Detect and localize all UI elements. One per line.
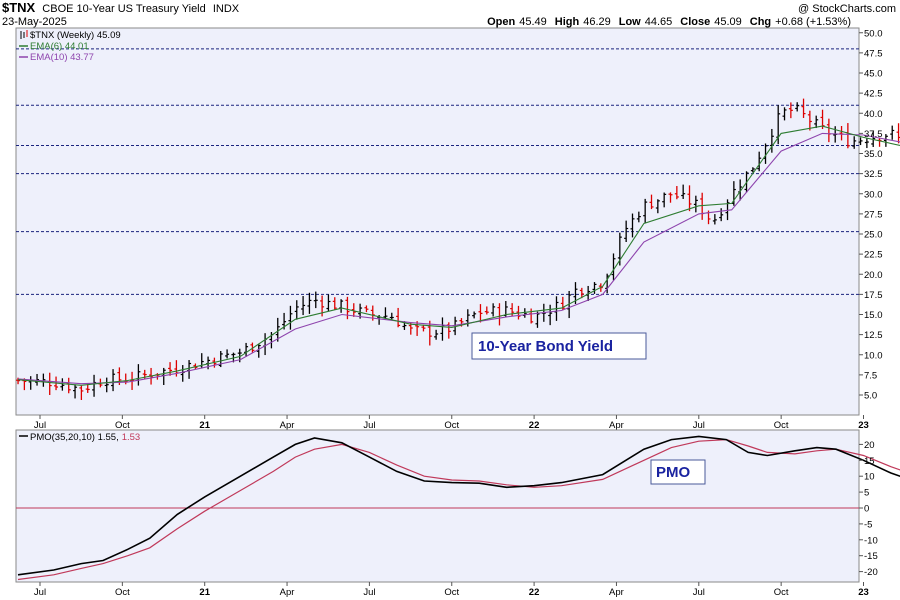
legend-label: EMA(6) 44.01 bbox=[30, 41, 89, 52]
ohlc-label: Chg bbox=[750, 16, 771, 28]
y-tick-label: 32.5 bbox=[864, 169, 883, 180]
x-tick-label: Oct bbox=[115, 587, 130, 598]
pmo-annotation: PMO bbox=[650, 459, 706, 485]
x-tick-label: Jul bbox=[34, 420, 46, 431]
x-tick-label: 23 bbox=[858, 420, 869, 431]
price-y-axis: 5.0 7.5 10.0 12.5 15.0 17.5 20.0 22.5 25.0 27.5 30… bbox=[859, 28, 883, 402]
y-tick-label: 10 bbox=[864, 472, 875, 483]
ohlc-label: High bbox=[555, 16, 580, 28]
y-tick-label: -5 bbox=[864, 519, 872, 530]
x-tick-label: Jul bbox=[693, 587, 705, 598]
ohlc-value: 46.29 bbox=[583, 16, 611, 28]
x-tick-label: 21 bbox=[199, 587, 210, 598]
x-tick-label: Oct bbox=[115, 420, 130, 431]
y-tick-label: -15 bbox=[864, 551, 878, 562]
exchange: INDX bbox=[213, 3, 240, 15]
ohlc-value: 44.65 bbox=[645, 16, 673, 28]
x-tick-label: Jul bbox=[363, 587, 375, 598]
y-tick-label: 20.0 bbox=[864, 270, 883, 281]
x-tick-label: Apr bbox=[280, 587, 295, 598]
y-tick-label: 50.0 bbox=[864, 28, 883, 39]
y-tick-label: 12.5 bbox=[864, 330, 883, 341]
x-tick-label: Apr bbox=[280, 420, 295, 431]
watermark: @ StockCharts.com bbox=[798, 3, 896, 15]
y-tick-label: 27.5 bbox=[864, 209, 883, 220]
pmo-annotation-text: PMO bbox=[656, 464, 691, 481]
legend-label-part: 1.53 bbox=[122, 432, 141, 443]
x-tick-label: Oct bbox=[444, 420, 459, 431]
x-tick-label: Jul bbox=[363, 420, 375, 431]
y-tick-label: 7.5 bbox=[864, 370, 877, 381]
legend-label-part: PMO(35,20,10) 1.55, bbox=[30, 432, 119, 443]
pmo-y-axis: 20 15 10 5 0 -5 -10 -15 -20 bbox=[859, 440, 878, 578]
ohlc-label: Close bbox=[680, 16, 710, 28]
ema-6-line bbox=[17, 125, 900, 386]
price-x-axis: JulOct21AprJulOct22AprJulOct23AprJulOct2… bbox=[34, 415, 869, 431]
pmo-legend: PMO(35,20,10) 1.55, 1.53 bbox=[19, 432, 140, 443]
y-tick-label: 30.0 bbox=[864, 189, 883, 200]
symbol: $TNX bbox=[2, 0, 36, 15]
x-tick-label: Apr bbox=[609, 420, 624, 431]
y-tick-label: -20 bbox=[864, 567, 878, 578]
y-tick-label: 25.0 bbox=[864, 230, 883, 241]
pmo-x-axis: JulOct21AprJulOct22AprJulOct23AprJulOct2… bbox=[34, 582, 869, 598]
y-tick-label: 15 bbox=[864, 456, 875, 467]
y-tick-label: 17.5 bbox=[864, 290, 883, 301]
x-tick-label: 21 bbox=[199, 420, 210, 431]
legend-label: PMO(35,20,10) 1.55, 1.53 bbox=[30, 432, 140, 443]
pmo-annotation-box bbox=[650, 459, 706, 485]
bond-yield-annotation-text: 10-Year Bond Yield bbox=[478, 338, 613, 355]
legend-label: EMA(10) 43.77 bbox=[30, 52, 94, 63]
svg-text:$TNX CBOE 10-Year US Tre: $TNX CBOE 10-Year US Treasury Yield INDX bbox=[2, 0, 240, 15]
ohlc-value: 45.09 bbox=[714, 16, 742, 28]
pmo-panel-background bbox=[15, 429, 860, 583]
y-tick-label: 0 bbox=[864, 504, 869, 515]
price-panel: 5.0 7.5 10.0 12.5 15.0 17.5 20.0 22.5 25.0 27.5 30… bbox=[15, 27, 900, 431]
y-tick-label: 5 bbox=[864, 488, 869, 499]
x-tick-label: Apr bbox=[609, 587, 624, 598]
pmo-lines bbox=[17, 435, 900, 581]
ema-10-line bbox=[17, 132, 900, 385]
y-tick-label: 10.0 bbox=[864, 350, 883, 361]
y-tick-label: 15.0 bbox=[864, 310, 883, 321]
ohlc-label: Low bbox=[619, 16, 641, 28]
bond-yield-annotation: 10-Year Bond Yield bbox=[471, 332, 647, 360]
pmo-panel: 20 15 10 5 0 -5 -10 -15 -20 Jul Oct 21 Apr Jul Oct 22 A… bbox=[15, 429, 900, 598]
y-tick-label: 47.5 bbox=[864, 48, 883, 59]
ohlc-value: +0.68 (+1.53%) bbox=[775, 16, 851, 28]
chart-date: 23-May-2025 bbox=[2, 16, 67, 28]
x-tick-label: Jul bbox=[693, 420, 705, 431]
y-tick-label: 45.0 bbox=[864, 69, 883, 80]
y-tick-label: -10 bbox=[864, 535, 878, 546]
x-tick-label: 22 bbox=[529, 587, 540, 598]
x-tick-label: 23 bbox=[858, 587, 869, 598]
x-tick-label: Jul bbox=[34, 587, 46, 598]
y-tick-label: 35.0 bbox=[864, 149, 883, 160]
y-tick-label: 40.0 bbox=[864, 109, 883, 120]
y-tick-label: 37.5 bbox=[864, 129, 883, 140]
x-tick-label: 22 bbox=[529, 420, 540, 431]
x-tick-label: Oct bbox=[774, 587, 789, 598]
bond-yield-annotation-box bbox=[471, 332, 647, 360]
pmo-line bbox=[17, 435, 900, 576]
y-tick-label: 20 bbox=[864, 440, 875, 451]
price-horizontal-lines bbox=[16, 48, 859, 295]
price-panel-background bbox=[15, 27, 860, 416]
symbol-name: CBOE 10-Year US Treasury Yield bbox=[42, 3, 205, 15]
x-tick-label: Oct bbox=[444, 587, 459, 598]
price-moving-averages bbox=[17, 125, 900, 386]
y-tick-label: 5.0 bbox=[864, 391, 877, 402]
y-tick-label: 42.5 bbox=[864, 89, 883, 100]
legend-label: $TNX (Weekly) 45.09 bbox=[30, 30, 121, 41]
ohlc-summary: Open 45.49 High 46.29 Low 44.65 Close 45.09 Chg +… bbox=[487, 16, 851, 28]
ohlc-value: 45.49 bbox=[519, 16, 547, 28]
chart-header: $TNX CBOE 10-Year US Treasury Yield INDX… bbox=[2, 0, 896, 28]
x-tick-label: Oct bbox=[774, 420, 789, 431]
ohlc-label: Open bbox=[487, 16, 515, 28]
y-tick-label: 22.5 bbox=[864, 250, 883, 261]
